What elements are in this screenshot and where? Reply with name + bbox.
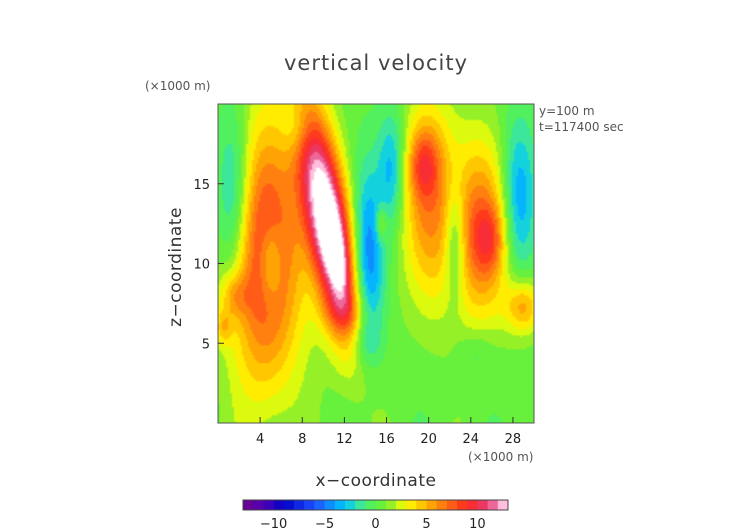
colorbar-swatch [467, 500, 478, 510]
colorbar-tick-label: −5 [315, 517, 334, 532]
colorbar-swatch [243, 500, 254, 510]
x-tick-label: 28 [505, 432, 522, 447]
colorbar-swatch [263, 500, 274, 510]
colorbar-swatch [406, 500, 417, 510]
colorbar-tick-label: 5 [422, 517, 430, 532]
colorbar-swatch [344, 500, 356, 510]
colorbar-swatch [487, 500, 499, 510]
x-tick-label: 4 [256, 432, 264, 447]
x-tick-label: 8 [298, 432, 306, 447]
colorbar-swatch [477, 500, 489, 510]
colorbar-swatch [283, 500, 295, 510]
y-tick-label: 15 [193, 178, 210, 193]
colorbar-ticks: −10 −5 0 5 10 [260, 517, 486, 532]
chart-title: vertical velocity [284, 51, 468, 75]
y-tick-label: 10 [193, 258, 210, 273]
colorbar-swatch [253, 500, 264, 510]
colorbar-tick-label: 0 [371, 517, 379, 532]
x-tick-label: 16 [378, 432, 395, 447]
colorbar-swatch [334, 500, 346, 510]
colorbar-swatch [457, 500, 468, 510]
colorbar-frame [242, 499, 509, 511]
y-axis-label: z−coordinate [166, 207, 186, 327]
annotation-y: y=100 m [539, 104, 595, 118]
colorbar-swatch [375, 500, 387, 510]
colorbar-tick-label: 10 [469, 517, 486, 532]
colorbar [242, 499, 509, 511]
x-unit-label: (×1000 m) [468, 450, 533, 464]
colorbar-swatch [385, 500, 397, 510]
y-tick-label: 5 [202, 337, 210, 352]
colorbar-swatch [497, 500, 509, 510]
colorbar-swatch [324, 500, 336, 510]
x-tick-label: 24 [463, 432, 480, 447]
x-axis-label: x−coordinate [316, 471, 437, 491]
x-tick-label: 20 [420, 432, 437, 447]
x-axis: 4 8 12 16 20 24 28 [256, 417, 521, 447]
colorbar-tick-label: −10 [260, 517, 287, 532]
colorbar-swatch [273, 500, 285, 510]
annotation-t: t=117400 sec [539, 120, 624, 134]
colorbar-swatch [314, 500, 325, 510]
x-tick-label: 12 [336, 432, 353, 447]
colorbar-swatch [436, 500, 448, 510]
y-unit-label: (×1000 m) [145, 79, 210, 93]
y-axis: 5 10 15 [193, 178, 224, 352]
colorbar-swatch [416, 500, 427, 510]
colorbar-swatch [395, 500, 407, 510]
colorbar-swatch [293, 500, 305, 510]
colorbar-swatch [446, 500, 458, 510]
colorbar-swatch [426, 500, 438, 510]
heatmap-field [218, 104, 534, 423]
colorbar-swatch [365, 500, 376, 510]
heatmap-image [218, 104, 534, 423]
colorbar-swatch [304, 500, 315, 510]
colorbar-swatch [355, 500, 366, 510]
